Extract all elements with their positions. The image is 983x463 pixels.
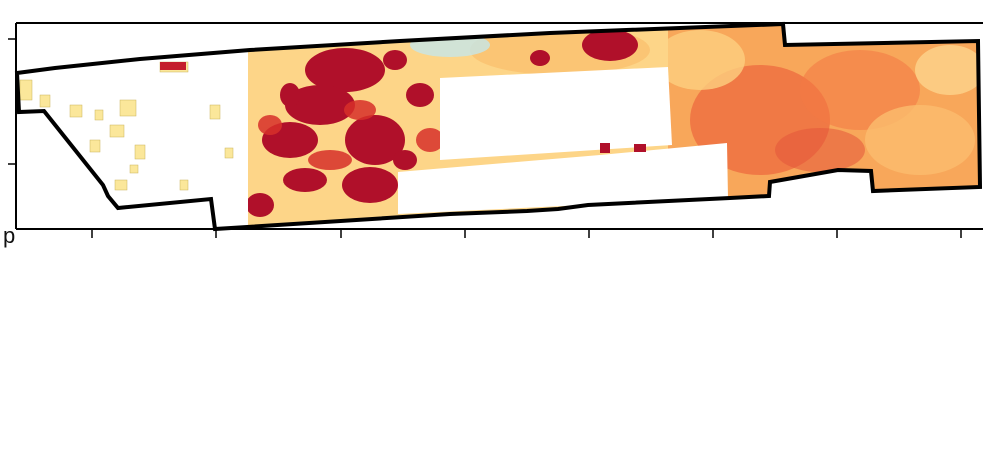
axes-frame <box>15 22 983 230</box>
extreme-patches <box>246 29 638 217</box>
unburned-area-north <box>440 67 672 160</box>
x-tick-label-first: p <box>3 223 16 248</box>
fire-perimeter-boundary <box>14 21 983 232</box>
unburned-area-south <box>398 143 728 214</box>
very-high-patches <box>258 100 444 170</box>
y-axis-ticks <box>8 38 16 165</box>
severity-raster <box>17 24 980 229</box>
